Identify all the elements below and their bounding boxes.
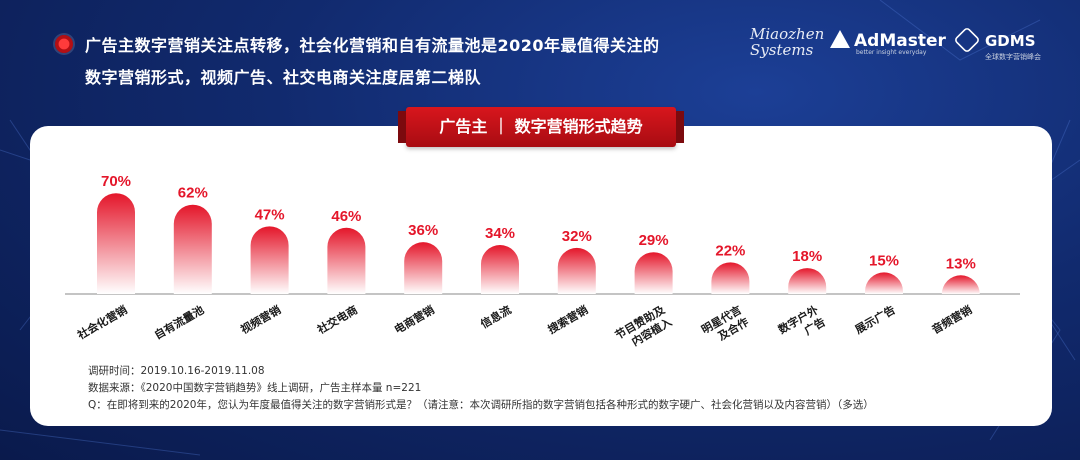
category-label-9: 数字户外广告 <box>776 302 828 348</box>
miaozhen-logo: Miaozhen Systems <box>750 26 824 58</box>
bar-chart: 70% 社会化营销 62% 自有流量池 47% 视频营销 46% 社交电商 36% 电商营销 34%… <box>65 173 1020 354</box>
category-label-5: 信息流 <box>478 302 514 331</box>
admaster-logo-text: AdMaster <box>854 31 946 51</box>
gdms-hex-icon <box>953 26 981 54</box>
value-label-2: 47% <box>255 206 285 223</box>
admaster-triangle-icon <box>830 30 850 48</box>
note-question: Q：在即将到来的2020年，您认为年度最值得关注的数字营销形式是？（请注意：本次… <box>88 399 874 411</box>
category-label-2: 视频营销 <box>238 302 283 336</box>
value-label-4: 36% <box>408 222 438 239</box>
bar-10 <box>865 272 903 294</box>
bar-0 <box>97 193 135 294</box>
bar-11 <box>941 275 980 295</box>
headline: 广告主数字营销关注点转移，社会化营销和自有流量池是2020年最值得关注的 数字营… <box>85 30 745 94</box>
category-label-1: 自有流量池 <box>152 302 207 342</box>
gdms-logo: GDMS 全球数字营销峰会 <box>953 26 1041 62</box>
headline-line-2: 数字营销形式，视频广告、社交电商关注度居第二梯队 <box>85 68 482 87</box>
chart-card: 广告主 ｜ 数字营销形式趋势 70% 社会化营销 62% 自有流量池 47% 视频营销 46… <box>30 107 1052 426</box>
value-label-7: 29% <box>639 232 669 249</box>
bar-3 <box>327 227 366 294</box>
bar-6 <box>557 247 596 294</box>
bar-4 <box>404 242 443 294</box>
category-label-11: 音频营销 <box>929 302 974 336</box>
value-label-8: 22% <box>715 242 745 259</box>
gdms-logo-text: GDMS <box>985 32 1036 50</box>
category-label-7: 节目赞助及内容植入 <box>612 302 674 354</box>
value-label-1: 62% <box>178 185 208 202</box>
miaozhen-logo-line-1: Miaozhen <box>750 25 825 43</box>
category-label-3: 社交电商 <box>314 302 360 337</box>
category-label-10: 展示广告 <box>852 302 898 337</box>
chart-notes: 调研时间：2019.10.16-2019.11.08 数据来源：《2020中国数… <box>88 363 988 414</box>
bar-2 <box>250 226 289 294</box>
value-label-6: 32% <box>562 228 592 245</box>
chart-title: 广告主 ｜ 数字营销形式趋势 <box>398 107 684 147</box>
note-data-source: 数据来源：《2020中国数字营销趋势》线上调研，广告主样本量 n=221 <box>88 382 422 394</box>
gdms-tagline: 全球数字营销峰会 <box>985 53 1041 61</box>
category-label-8: 明星代言及合作 <box>699 302 751 348</box>
category-label-0: 社会化营销 <box>74 302 129 342</box>
logos: Miaozhen Systems AdMaster better insight… <box>750 26 1060 70</box>
bar-9 <box>788 268 827 294</box>
note-survey-time: 调研时间：2019.10.16-2019.11.08 <box>88 365 265 377</box>
bar-8 <box>711 262 750 294</box>
bar-1 <box>173 204 212 294</box>
admaster-tagline: better insight everyday <box>856 49 927 56</box>
headline-line-1: 广告主数字营销关注点转移，社会化营销和自有流量池是2020年最值得关注的 <box>85 36 660 55</box>
value-label-5: 34% <box>485 225 515 242</box>
bullet-icon <box>55 35 73 53</box>
value-label-10: 15% <box>869 252 899 269</box>
category-label-6: 搜索营销 <box>545 302 590 336</box>
value-label-0: 70% <box>101 173 131 190</box>
bar-7 <box>634 252 673 294</box>
bar-5 <box>481 245 519 294</box>
value-label-11: 13% <box>946 255 976 272</box>
admaster-logo: AdMaster better insight everyday <box>830 30 946 56</box>
miaozhen-logo-line-2: Systems <box>750 41 814 59</box>
value-label-3: 46% <box>331 208 361 225</box>
category-label-4: 电商营销 <box>392 302 437 336</box>
value-label-9: 18% <box>792 248 822 265</box>
